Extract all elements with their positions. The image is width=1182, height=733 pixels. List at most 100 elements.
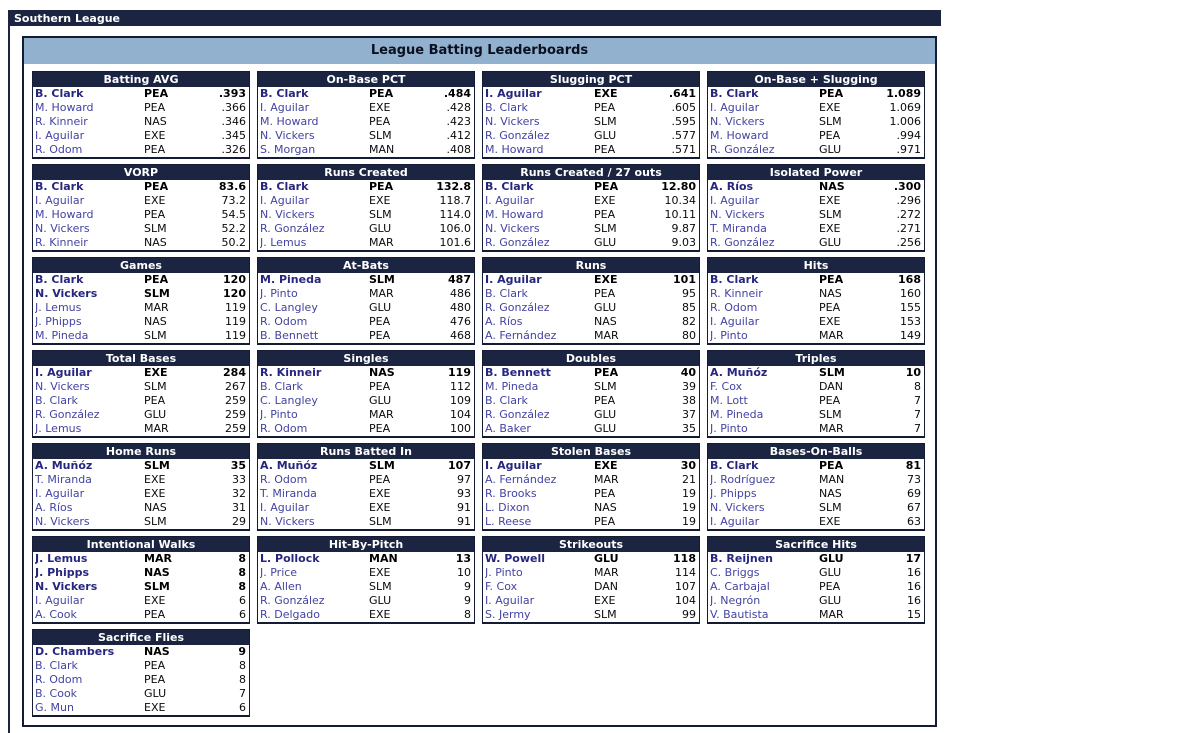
player-name-link[interactable]: A. Muñóz <box>260 459 318 472</box>
player-name-link[interactable]: I. Aguilar <box>35 194 85 207</box>
player-name-link[interactable]: C. Briggs <box>710 566 760 579</box>
player-name-link[interactable]: I. Aguilar <box>260 101 310 114</box>
player-name-link[interactable]: R. Brooks <box>485 487 537 500</box>
player-name-link[interactable]: R. Kinneir <box>710 287 763 300</box>
player-name-link[interactable]: J. Lemus <box>35 552 88 565</box>
player-name-link[interactable]: R. González <box>485 129 550 142</box>
player-name-link[interactable]: R. González <box>35 408 100 421</box>
player-name-link[interactable]: C. Langley <box>260 394 318 407</box>
player-name-link[interactable]: A. Fernández <box>485 329 557 342</box>
player-name-link[interactable]: M. Howard <box>260 115 319 128</box>
player-name-link[interactable]: R. González <box>260 594 325 607</box>
player-name-link[interactable]: R. Odom <box>260 422 308 435</box>
player-name-link[interactable]: I. Aguilar <box>485 459 542 472</box>
player-name-link[interactable]: B. Clark <box>35 180 84 193</box>
player-name-link[interactable]: R. Delgado <box>260 608 320 621</box>
player-name-link[interactable]: R. Odom <box>35 143 83 156</box>
player-name-link[interactable]: N. Vickers <box>35 380 90 393</box>
player-name-link[interactable]: M. Lott <box>710 394 748 407</box>
player-name-link[interactable]: J. Lemus <box>35 422 82 435</box>
player-name-link[interactable]: B. Clark <box>710 87 759 100</box>
player-name-link[interactable]: I. Aguilar <box>35 487 85 500</box>
player-name-link[interactable]: B. Clark <box>710 459 759 472</box>
player-name-link[interactable]: M. Pineda <box>485 380 539 393</box>
player-name-link[interactable]: A. Ríos <box>485 315 523 328</box>
player-name-link[interactable]: C. Langley <box>260 301 318 314</box>
player-name-link[interactable]: J. Lemus <box>35 301 82 314</box>
player-name-link[interactable]: J. Price <box>260 566 298 579</box>
player-name-link[interactable]: V. Bautista <box>710 608 769 621</box>
player-name-link[interactable]: D. Chambers <box>35 645 115 658</box>
player-name-link[interactable]: J. Phipps <box>35 566 90 579</box>
player-name-link[interactable]: N. Vickers <box>260 208 315 221</box>
player-name-link[interactable]: B. Bennett <box>485 366 551 379</box>
player-name-link[interactable]: B. Clark <box>710 273 759 286</box>
player-name-link[interactable]: N. Vickers <box>35 287 98 300</box>
player-name-link[interactable]: B. Reijnen <box>710 552 773 565</box>
player-name-link[interactable]: R. Kinneir <box>35 236 88 249</box>
player-name-link[interactable]: I. Aguilar <box>485 194 535 207</box>
player-name-link[interactable]: A. Allen <box>260 580 302 593</box>
player-name-link[interactable]: L. Dixon <box>485 501 530 514</box>
player-name-link[interactable]: N. Vickers <box>260 515 315 528</box>
player-name-link[interactable]: A. Muñóz <box>710 366 768 379</box>
player-name-link[interactable]: I. Aguilar <box>35 366 92 379</box>
player-name-link[interactable]: M. Howard <box>710 129 769 142</box>
player-name-link[interactable]: N. Vickers <box>260 129 315 142</box>
player-name-link[interactable]: B. Clark <box>35 87 84 100</box>
player-name-link[interactable]: R. Odom <box>260 315 308 328</box>
player-name-link[interactable]: A. Fernández <box>485 473 557 486</box>
player-name-link[interactable]: J. Rodríguez <box>710 473 776 486</box>
player-name-link[interactable]: R. González <box>710 143 775 156</box>
player-name-link[interactable]: N. Vickers <box>35 222 90 235</box>
player-name-link[interactable]: N. Vickers <box>485 115 540 128</box>
player-name-link[interactable]: M. Howard <box>485 208 544 221</box>
player-name-link[interactable]: T. Miranda <box>710 222 767 235</box>
player-name-link[interactable]: A. Ríos <box>710 180 754 193</box>
player-name-link[interactable]: R. González <box>485 408 550 421</box>
player-name-link[interactable]: I. Aguilar <box>260 501 310 514</box>
player-name-link[interactable]: N. Vickers <box>35 580 98 593</box>
player-name-link[interactable]: B. Clark <box>485 394 528 407</box>
player-name-link[interactable]: B. Cook <box>35 687 78 700</box>
player-name-link[interactable]: G. Mun <box>35 701 74 714</box>
player-name-link[interactable]: R. González <box>710 236 775 249</box>
player-name-link[interactable]: B. Clark <box>35 273 84 286</box>
player-name-link[interactable]: I. Aguilar <box>485 594 535 607</box>
player-name-link[interactable]: R. Odom <box>35 673 83 686</box>
player-name-link[interactable]: I. Aguilar <box>485 273 542 286</box>
player-name-link[interactable]: R. Kinneir <box>35 115 88 128</box>
player-name-link[interactable]: I. Aguilar <box>710 194 760 207</box>
player-name-link[interactable]: N. Vickers <box>710 115 765 128</box>
player-name-link[interactable]: N. Vickers <box>710 501 765 514</box>
player-name-link[interactable]: A. Carbajal <box>710 580 770 593</box>
player-name-link[interactable]: R. Kinneir <box>260 366 322 379</box>
player-name-link[interactable]: T. Miranda <box>35 473 92 486</box>
player-name-link[interactable]: M. Pineda <box>710 408 764 421</box>
player-name-link[interactable]: A. Cook <box>35 608 77 621</box>
player-name-link[interactable]: R. González <box>485 301 550 314</box>
player-name-link[interactable]: B. Clark <box>260 87 309 100</box>
player-name-link[interactable]: B. Clark <box>485 287 528 300</box>
player-name-link[interactable]: N. Vickers <box>710 208 765 221</box>
player-name-link[interactable]: M. Howard <box>485 143 544 156</box>
player-name-link[interactable]: I. Aguilar <box>260 194 310 207</box>
player-name-link[interactable]: J. Negrón <box>710 594 761 607</box>
player-name-link[interactable]: S. Morgan <box>260 143 316 156</box>
player-name-link[interactable]: L. Pollock <box>260 552 320 565</box>
player-name-link[interactable]: J. Pinto <box>710 422 748 435</box>
player-name-link[interactable]: R. Odom <box>260 473 308 486</box>
player-name-link[interactable]: M. Howard <box>35 208 94 221</box>
player-name-link[interactable]: J. Lemus <box>260 236 307 249</box>
player-name-link[interactable]: A. Baker <box>485 422 531 435</box>
player-name-link[interactable]: T. Miranda <box>260 487 317 500</box>
player-name-link[interactable]: B. Clark <box>485 101 528 114</box>
player-name-link[interactable]: R. González <box>260 222 325 235</box>
player-name-link[interactable]: S. Jermy <box>485 608 531 621</box>
player-name-link[interactable]: B. Clark <box>260 380 303 393</box>
player-name-link[interactable]: N. Vickers <box>35 515 90 528</box>
player-name-link[interactable]: B. Bennett <box>260 329 319 342</box>
player-name-link[interactable]: I. Aguilar <box>35 594 85 607</box>
player-name-link[interactable]: F. Cox <box>710 380 743 393</box>
player-name-link[interactable]: I. Aguilar <box>710 101 760 114</box>
